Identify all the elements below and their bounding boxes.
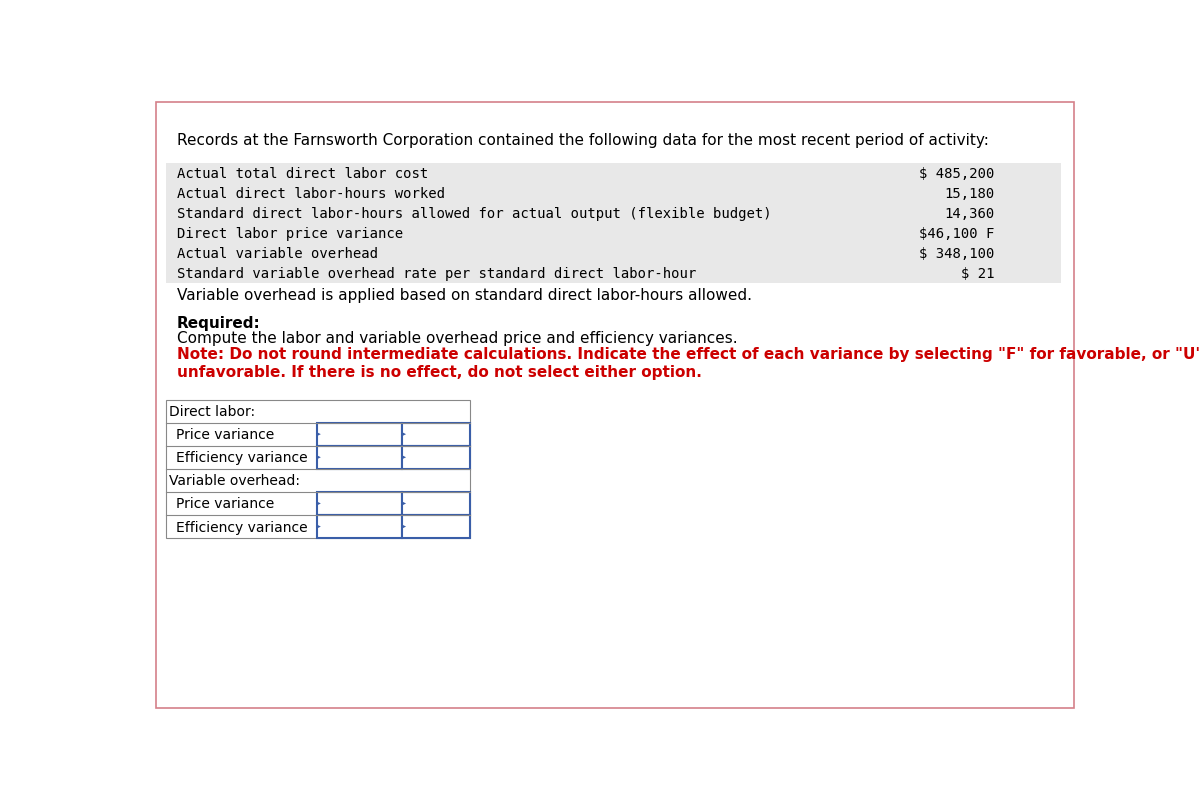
Text: Standard variable overhead rate per standard direct labor-hour: Standard variable overhead rate per stan… — [178, 267, 696, 281]
Text: Actual direct labor-hours worked: Actual direct labor-hours worked — [178, 187, 445, 200]
Text: 14,360: 14,360 — [944, 207, 995, 221]
Text: Variable overhead:: Variable overhead: — [168, 474, 300, 488]
Text: Variable overhead is applied based on standard direct labor-hours allowed.: Variable overhead is applied based on st… — [178, 287, 752, 302]
Bar — [402, 423, 470, 446]
Bar — [402, 446, 470, 469]
Text: unfavorable. If there is no effect, do not select either option.: unfavorable. If there is no effect, do n… — [178, 364, 702, 379]
Text: $46,100 F: $46,100 F — [919, 227, 995, 241]
Bar — [317, 423, 402, 446]
Text: $ 21: $ 21 — [961, 267, 995, 281]
Text: 15,180: 15,180 — [944, 187, 995, 200]
Bar — [317, 516, 402, 538]
Text: Compute the labor and variable overhead price and efficiency variances.: Compute the labor and variable overhead … — [178, 331, 738, 346]
Bar — [166, 184, 1061, 204]
Bar — [166, 204, 1061, 224]
Text: Standard direct labor-hours allowed for actual output (flexible budget): Standard direct labor-hours allowed for … — [178, 207, 772, 221]
Bar — [166, 264, 1061, 284]
Text: Records at the Farnsworth Corporation contained the following data for the most : Records at the Farnsworth Corporation co… — [178, 132, 989, 148]
Bar — [166, 244, 1061, 264]
Bar — [166, 400, 470, 538]
Text: $ 485,200: $ 485,200 — [919, 167, 995, 181]
Text: Actual variable overhead: Actual variable overhead — [178, 247, 378, 261]
Bar — [317, 492, 402, 516]
Bar — [402, 516, 470, 538]
Text: $ 348,100: $ 348,100 — [919, 247, 995, 261]
Text: Note: Do not round intermediate calculations. Indicate the effect of each varian: Note: Do not round intermediate calculat… — [178, 346, 1200, 362]
Text: Actual total direct labor cost: Actual total direct labor cost — [178, 167, 428, 181]
Text: Efficiency variance: Efficiency variance — [176, 451, 308, 464]
Bar — [402, 492, 470, 516]
Bar — [166, 224, 1061, 244]
Text: Direct labor:: Direct labor: — [168, 404, 254, 419]
Text: Direct labor price variance: Direct labor price variance — [178, 227, 403, 241]
Text: Price variance: Price variance — [176, 427, 275, 442]
Text: Efficiency variance: Efficiency variance — [176, 520, 308, 534]
Bar — [166, 164, 1061, 184]
Text: Required:: Required: — [178, 316, 260, 330]
Bar — [317, 446, 402, 469]
Text: Price variance: Price variance — [176, 497, 275, 511]
